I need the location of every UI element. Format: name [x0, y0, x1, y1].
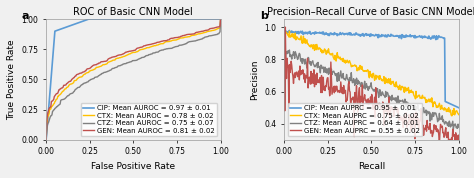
X-axis label: Recall: Recall — [358, 162, 385, 171]
Title: ROC of Basic CNN Model: ROC of Basic CNN Model — [73, 7, 193, 17]
Title: Precision–Recall Curve of Basic CNN Model: Precision–Recall Curve of Basic CNN Mode… — [267, 7, 474, 17]
Legend: CIP: Mean AUPRC = 0.95 ± 0.01, CTX: Mean AUPRC = 0.75 ± 0.02, CTZ: Mean AUPRC = : CIP: Mean AUPRC = 0.95 ± 0.01, CTX: Mean… — [288, 103, 422, 136]
Text: a: a — [22, 11, 29, 21]
X-axis label: False Positive Rate: False Positive Rate — [91, 162, 175, 171]
Legend: CIP: Mean AUROC = 0.97 ± 0.01, CTX: Mean AUROC = 0.78 ± 0.02, CTZ: Mean AUROC = : CIP: Mean AUROC = 0.97 ± 0.01, CTX: Mean… — [81, 103, 217, 136]
Y-axis label: True Positive Rate: True Positive Rate — [7, 39, 16, 120]
Y-axis label: Precision: Precision — [250, 59, 259, 100]
Text: b: b — [260, 11, 268, 21]
